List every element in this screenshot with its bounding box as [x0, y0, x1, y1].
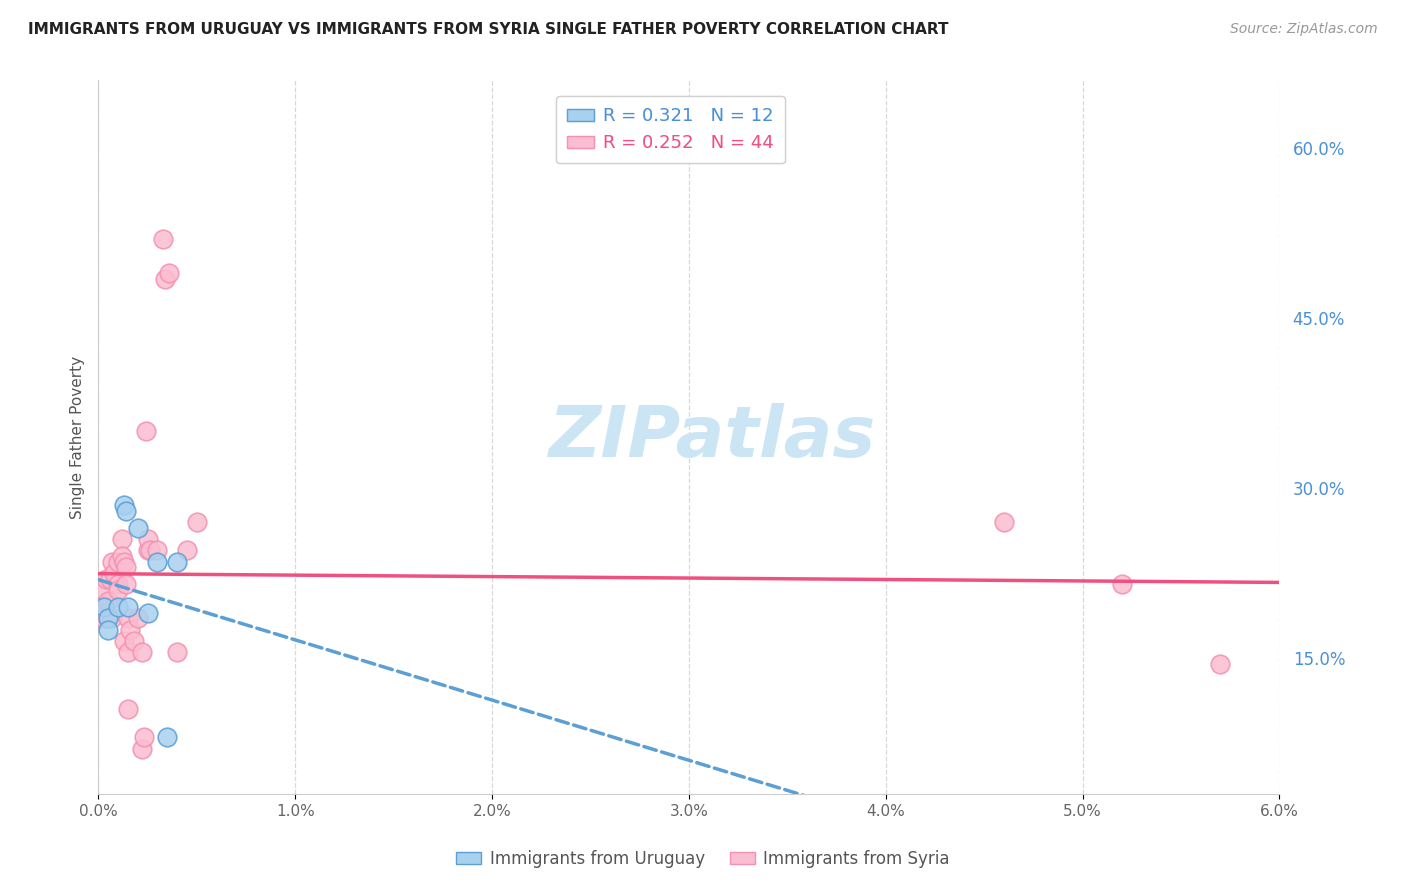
- Point: [138, 543, 160, 558]
- Point: [122, 634, 145, 648]
- Point: [117, 611, 139, 625]
- Point: [993, 515, 1015, 529]
- Point: [107, 599, 129, 614]
- Point: [101, 555, 124, 569]
- Point: [127, 521, 149, 535]
- Point: [127, 611, 149, 625]
- Point: [97, 594, 120, 608]
- Point: [91, 606, 114, 620]
- Point: [96, 572, 118, 586]
- Point: [132, 731, 155, 745]
- Point: [156, 731, 179, 745]
- Point: [101, 611, 124, 625]
- Text: IMMIGRANTS FROM URUGUAY VS IMMIGRANTS FROM SYRIA SINGLE FATHER POVERTY CORRELATI: IMMIGRANTS FROM URUGUAY VS IMMIGRANTS FR…: [28, 22, 949, 37]
- Point: [112, 498, 135, 512]
- Point: [89, 611, 111, 625]
- Point: [107, 555, 129, 569]
- Point: [93, 611, 115, 625]
- Point: [166, 645, 188, 659]
- Point: [155, 271, 177, 285]
- Point: [186, 515, 208, 529]
- Point: [136, 606, 159, 620]
- Point: [115, 504, 138, 518]
- Point: [112, 634, 135, 648]
- Point: [107, 582, 129, 597]
- Point: [117, 599, 139, 614]
- Text: ZIPatlas: ZIPatlas: [548, 402, 876, 472]
- Legend: R = 0.321   N = 12, R = 0.252   N = 44: R = 0.321 N = 12, R = 0.252 N = 44: [557, 96, 785, 163]
- Point: [176, 543, 198, 558]
- Point: [103, 566, 125, 580]
- Point: [93, 599, 115, 614]
- Point: [146, 543, 169, 558]
- Point: [157, 266, 180, 280]
- Point: [135, 425, 157, 439]
- Point: [146, 555, 169, 569]
- Point: [136, 532, 159, 546]
- Point: [136, 543, 159, 558]
- Point: [97, 611, 120, 625]
- Point: [115, 577, 138, 591]
- Point: [97, 611, 120, 625]
- Point: [166, 555, 188, 569]
- Point: [93, 582, 115, 597]
- Legend: Immigrants from Uruguay, Immigrants from Syria: Immigrants from Uruguay, Immigrants from…: [450, 844, 956, 875]
- Point: [112, 555, 135, 569]
- Point: [91, 599, 114, 614]
- Point: [111, 532, 134, 546]
- Point: [115, 560, 138, 574]
- Point: [117, 702, 139, 716]
- Point: [118, 623, 141, 637]
- Point: [97, 623, 120, 637]
- Y-axis label: Single Father Poverty: Single Father Poverty: [69, 356, 84, 518]
- Point: [1209, 657, 1232, 671]
- Point: [131, 741, 153, 756]
- Point: [152, 232, 174, 246]
- Point: [117, 645, 139, 659]
- Point: [1111, 577, 1133, 591]
- Point: [98, 572, 121, 586]
- Text: Source: ZipAtlas.com: Source: ZipAtlas.com: [1230, 22, 1378, 37]
- Point: [111, 549, 134, 563]
- Point: [107, 577, 129, 591]
- Point: [131, 645, 153, 659]
